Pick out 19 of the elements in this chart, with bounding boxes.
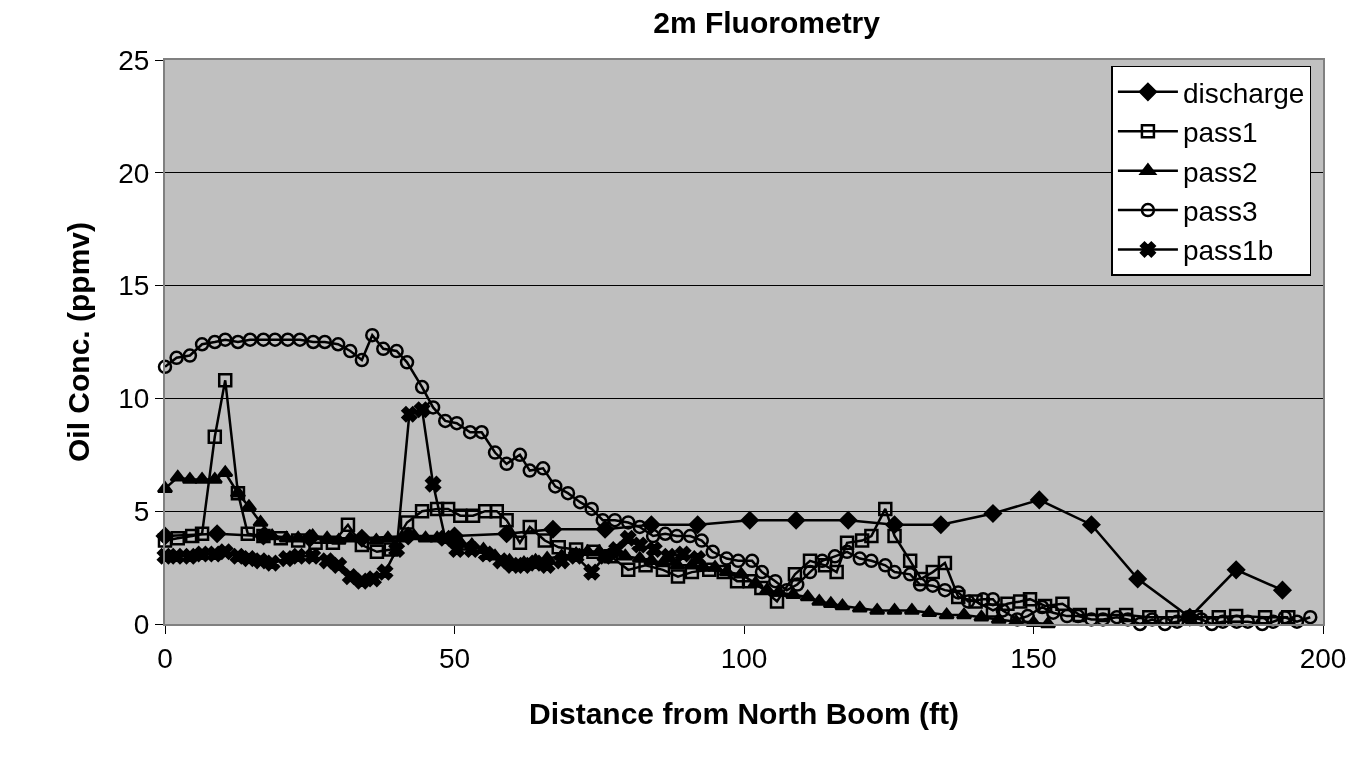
y-axis-title: Oil Conc. (ppmv) — [61, 222, 95, 462]
y-tick-label: 0 — [133, 608, 150, 640]
x-tick-label: 50 — [438, 642, 471, 674]
y-tick-label: 20 — [118, 157, 150, 189]
y-tick-label: 5 — [133, 496, 150, 527]
x-tick-label: 150 — [1010, 642, 1057, 674]
legend-label: pass1b — [1182, 235, 1274, 267]
y-tick-label: 10 — [118, 383, 150, 415]
chart-title: 2m Fluorometry — [653, 5, 881, 39]
y-tick-label: 15 — [118, 270, 150, 302]
y-tick-label: 25 — [118, 44, 150, 76]
x-tick-label: 0 — [157, 642, 173, 674]
x-tick-label: 200 — [1299, 642, 1347, 674]
x-tick-label: 100 — [720, 642, 768, 674]
legend-label: discharge — [1182, 77, 1305, 109]
x-axis-title: Distance from North Boom (ft) — [529, 696, 959, 730]
legend-label: pass3 — [1182, 195, 1258, 227]
legend-label: pass1 — [1182, 117, 1258, 149]
legend-label: pass2 — [1182, 156, 1258, 188]
